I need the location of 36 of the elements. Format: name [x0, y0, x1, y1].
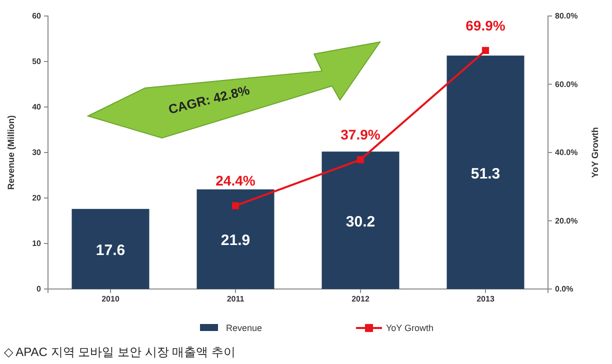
- y-tick-label: 10: [32, 239, 42, 248]
- y2-tick-label: 0.0%: [555, 284, 574, 294]
- y2-tick-label: 80.0%: [555, 12, 578, 21]
- x-tick-label: 2011: [226, 294, 245, 304]
- x-tick-label: 2013: [476, 294, 495, 304]
- data-label: 17.6: [96, 242, 126, 259]
- point: [356, 156, 364, 164]
- point: [482, 46, 490, 54]
- x-tick-label: 2012: [352, 294, 370, 304]
- y-axis-title: Revenue (Million): [6, 115, 16, 190]
- y-tick-label: 30: [32, 148, 42, 158]
- y2-tick-label: 40.0%: [555, 148, 578, 158]
- bar: [446, 56, 524, 289]
- text: ◇ APAC 지역 모바일 보안 시장 매출액 추이: [4, 345, 236, 359]
- bar: [72, 208, 150, 289]
- legend-label: Revenue: [226, 323, 262, 333]
- annotation: CAGR: 42.8%: [166, 82, 252, 117]
- x-tick-label: 2010: [102, 294, 120, 304]
- legend-label: YoY Growth: [386, 323, 434, 333]
- y-tick-label: 60: [32, 12, 42, 21]
- data-label: 30.2: [346, 213, 376, 230]
- y-tick-label: 0: [36, 284, 42, 294]
- y-tick-label: 20: [32, 194, 42, 203]
- bar: [322, 152, 400, 289]
- y2-tick-label: 20.0%: [555, 216, 578, 226]
- y-tick-label: 50: [32, 57, 42, 66]
- y-tick-label: 40: [32, 102, 42, 112]
- data-label: 24.4%: [216, 172, 256, 189]
- bar: [196, 189, 274, 289]
- data-label: 51.3: [470, 165, 500, 182]
- data-label: 37.9%: [340, 126, 381, 143]
- y2-axis-title: YoY Growth: [590, 127, 600, 178]
- y2-tick-label: 60.0%: [555, 80, 578, 89]
- data-label: 21.9: [220, 232, 250, 250]
- point: [232, 202, 240, 210]
- data-label: 69.9%: [466, 17, 506, 34]
